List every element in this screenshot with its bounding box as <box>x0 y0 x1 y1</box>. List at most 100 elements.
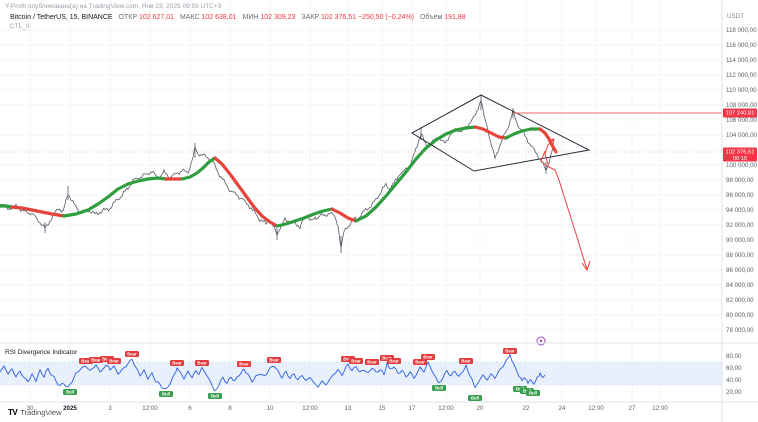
ma-ribbon-down <box>473 125 508 140</box>
bear-badge <box>237 361 251 367</box>
price-axis-label: 96 000,00 <box>726 192 754 199</box>
price-mark-text: 107 240,81 <box>725 111 754 117</box>
ma-ribbon-up <box>504 127 542 140</box>
bull-badge-text: Bull <box>435 386 443 391</box>
price-axis-label: 78 000,00 <box>726 327 754 334</box>
ma-ribbon-up <box>62 176 168 218</box>
time-axis-label: 8 <box>228 405 232 412</box>
bear-badge <box>89 357 103 363</box>
bear-badge-text: Bear <box>389 359 399 364</box>
price-axis-label: 80 000,00 <box>726 312 754 319</box>
price-axis-label: 108 000,00 <box>726 102 758 109</box>
bear-badge <box>421 354 435 360</box>
bear-badge-text: Bear <box>109 359 119 364</box>
price-axis-label: 116 000,00 <box>726 42 757 49</box>
bull-badge-text: Bull <box>529 391 537 396</box>
bear-badge <box>125 351 139 357</box>
price-axis-unit: USDT <box>727 13 744 20</box>
bear-badge-text: Bear <box>351 359 361 364</box>
time-axis-label: 17 <box>409 405 416 412</box>
bear-badge-text: Bear <box>127 352 137 357</box>
ma-ribbon-up <box>180 156 217 181</box>
price-axis-label: 110 000,00 <box>726 87 757 94</box>
small-up-arrow-drawing[interactable] <box>544 138 555 165</box>
tradingview-logo[interactable]: TV TradingView <box>8 408 62 417</box>
bear-badge-text: Bear <box>197 361 207 366</box>
price-mark-chip <box>723 108 757 118</box>
bear-badge-text: Bear <box>91 358 101 363</box>
price-axis-label: 100 000,00 <box>726 162 758 169</box>
price-axis-label: 86 000,00 <box>726 267 754 274</box>
price-axis-label: 82 000,00 <box>726 297 754 304</box>
bear-badge-text: Bear <box>269 358 279 363</box>
bull-badge <box>468 395 482 401</box>
time-axis-label: 12:00 <box>302 405 318 412</box>
price-mark-text: 102 376,51 <box>725 150 754 156</box>
price-axis-label: 90 000,00 <box>726 237 754 244</box>
drawing-anchor-dot <box>539 339 543 343</box>
price-axis-label: 106 000,00 <box>726 117 758 124</box>
rsi-axis-label: 80,00 <box>726 353 742 360</box>
price-axis-label: 118 000,00 <box>726 27 757 34</box>
bear-badge <box>107 358 121 364</box>
time-axis-label: 30 <box>27 405 34 412</box>
time-axis-label: 12:00 <box>652 405 668 412</box>
ma-ribbon-down <box>10 205 66 218</box>
time-axis-label: 10 <box>267 405 274 412</box>
bear-badge-text: Bear <box>505 349 515 354</box>
bear-badge-text: Bear <box>367 360 377 365</box>
bear-badge <box>365 359 379 365</box>
bull-badge-text: Bull <box>516 387 524 392</box>
rsi-band <box>0 362 722 385</box>
diamond-pattern-drawing[interactable] <box>411 94 591 172</box>
time-axis-label: 15 <box>379 405 386 412</box>
bull-badge <box>208 393 222 399</box>
ma-ribbon-down <box>538 127 558 154</box>
bull-badge <box>63 389 77 395</box>
price-axis-label: 112 000,00 <box>726 72 757 79</box>
ma-ribbon-down <box>330 207 358 223</box>
bear-badge <box>459 358 473 364</box>
bull-badge-text: Bull <box>471 396 479 401</box>
bear-badge <box>413 359 427 365</box>
price-axis-label: 98 000,00 <box>726 177 754 184</box>
bear-badge-text: Bear <box>343 357 353 362</box>
bear-badge <box>349 358 363 364</box>
price-series <box>0 99 557 249</box>
rsi-pane-title[interactable]: RSI Divergence Indicator <box>5 349 78 356</box>
rsi-line <box>0 354 546 392</box>
bear-badge-text: Bear <box>461 359 471 364</box>
time-axis-label: 13 <box>345 405 352 412</box>
bear-badge-text: Bear <box>382 356 392 361</box>
price-axis-label: 114 000,00 <box>726 57 757 64</box>
rsi-axis-label: 40,00 <box>726 377 742 384</box>
tradingview-logo-icon: TV <box>8 408 18 417</box>
rsi-axis-label: 60,00 <box>726 365 742 372</box>
price-axis-label: 94 000,00 <box>726 207 754 214</box>
tradingview-logo-text: TradingView <box>20 408 62 417</box>
time-axis-label: 2025 <box>63 405 77 412</box>
price-axis-label: 88 000,00 <box>726 252 754 259</box>
time-axis-label: 12:00 <box>588 405 604 412</box>
time-axis-label: 12:00 <box>438 405 454 412</box>
projection-down-arrow-drawing[interactable] <box>540 150 588 270</box>
bear-badge-text: Bear <box>423 355 433 360</box>
time-axis-label: 6 <box>188 405 192 412</box>
bull-badge-text: Bull <box>211 394 219 399</box>
ma-ribbon-down <box>213 156 279 228</box>
bear-badge <box>387 358 401 364</box>
price-mark-countdown: 00:15 <box>733 156 748 162</box>
bull-badge-text: Bull <box>162 392 170 397</box>
rsi-axis-label: 20,00 <box>726 389 742 396</box>
time-axis-label: 27 <box>629 405 636 412</box>
ma-ribbon-up <box>354 125 477 223</box>
ma-ribbon-up <box>0 204 14 209</box>
time-axis-label: 3 <box>108 405 112 412</box>
bear-badge-text: Bear <box>81 359 91 364</box>
bear-badge <box>503 348 517 354</box>
small-up-arrowhead <box>548 138 555 146</box>
ma-ribbon-up <box>275 207 334 228</box>
bear-badge-text: Bear <box>239 362 249 367</box>
